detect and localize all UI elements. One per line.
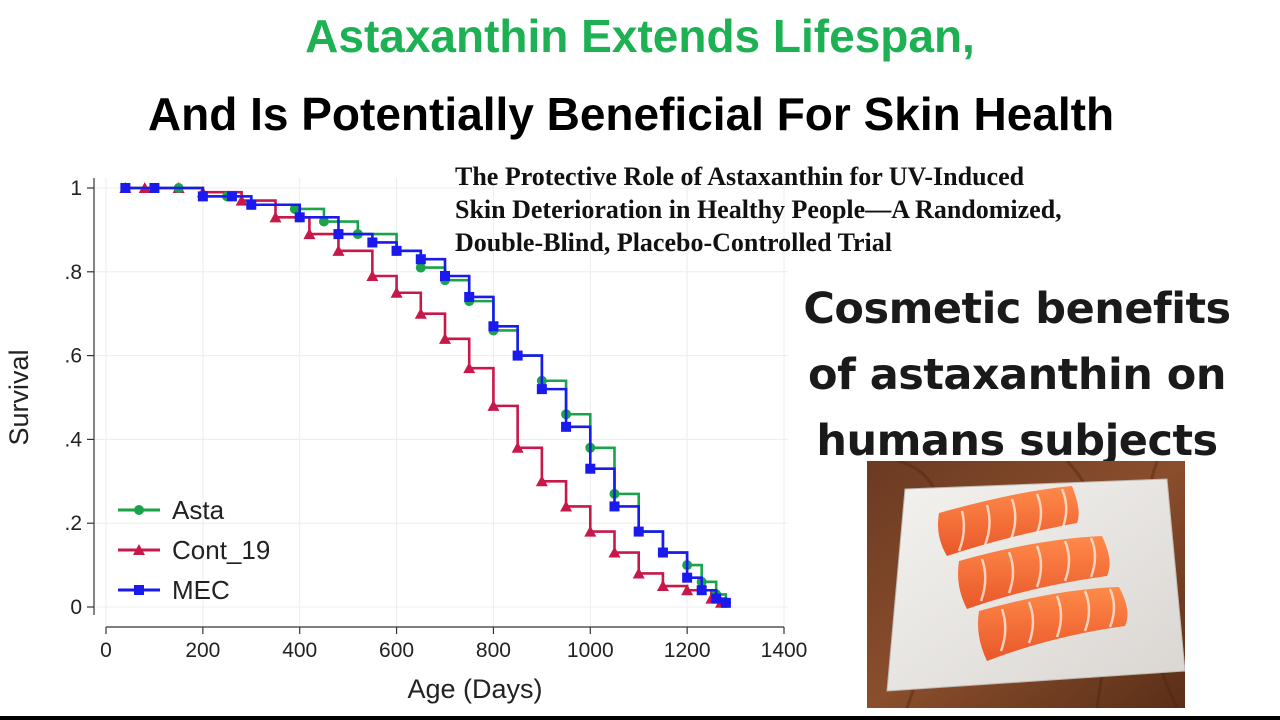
y-axis-label: Survival <box>4 349 34 445</box>
series-layer <box>119 182 731 608</box>
data-point-cont_19 <box>390 286 403 298</box>
paper-title-line1: The Protective Role of Astaxanthin for U… <box>455 162 1025 191</box>
data-point-mec <box>720 597 731 608</box>
legend-item-mec: MEC <box>118 575 230 605</box>
data-point-cont_19 <box>535 475 548 487</box>
paper-title-line3: Double-Blind, Placebo-Controlled Trial <box>455 228 892 257</box>
y-tick-label: 0 <box>70 596 82 619</box>
cosmetic-line2: of astaxanthin on <box>808 350 1226 400</box>
cosmetic-benefits-heading: Cosmetic benefits of astaxanthin on huma… <box>772 276 1262 474</box>
data-point-mec <box>333 229 344 240</box>
survival-chart: 0 .2 .4 .6 .8 1 0 200 400 600 800 1000 1200 1400 Surv… <box>0 148 830 720</box>
data-point-mec <box>609 501 620 512</box>
data-point-mec <box>711 593 722 604</box>
legend-label: Asta <box>172 495 225 525</box>
headline-black: And Is Potentially Beneficial For Skin H… <box>147 88 1115 140</box>
data-point-cont_19 <box>632 567 645 579</box>
salmon-photo-icon <box>867 461 1185 708</box>
y-tick-label: .2 <box>64 512 82 535</box>
data-point-mec <box>657 547 668 558</box>
legend-marker-mec <box>134 585 144 595</box>
legend-label: Cont_19 <box>172 535 270 565</box>
x-tick-label: 1400 <box>761 639 808 662</box>
data-point-cont_19 <box>608 546 621 558</box>
data-point-mec <box>120 183 131 193</box>
data-point-mec <box>226 191 237 202</box>
x-tick-label: 400 <box>282 639 317 662</box>
x-tick-label: 1000 <box>567 639 614 662</box>
x-axis-label: Age (Days) <box>407 674 542 704</box>
data-point-mec <box>294 212 305 223</box>
x-tick-label: 1200 <box>664 639 711 662</box>
data-point-asta <box>415 262 426 273</box>
data-point-cont_19 <box>366 269 379 281</box>
legend: Asta Cont_19 MEC <box>118 495 270 605</box>
salmon-fillet-1 <box>938 486 1079 556</box>
legend-item-asta: Asta <box>118 495 225 525</box>
x-tick-label: 800 <box>476 639 511 662</box>
x-tick-label: 200 <box>185 639 220 662</box>
data-point-cont_19 <box>560 500 573 512</box>
legend-label: MEC <box>172 575 230 605</box>
data-point-cont_19 <box>511 441 524 453</box>
data-point-mec <box>197 191 208 202</box>
data-point-asta <box>318 216 329 227</box>
data-point-mec <box>440 270 450 281</box>
data-point-cont_19 <box>235 194 248 206</box>
data-point-mec <box>561 421 572 432</box>
x-tick-label: 0 <box>100 639 112 662</box>
y-tick-label: .6 <box>64 345 82 368</box>
bottom-border <box>0 716 1280 720</box>
data-point-mec <box>536 384 547 395</box>
data-point-cont_19 <box>269 211 282 223</box>
data-point-mec <box>415 254 426 265</box>
axis-layer: 0 .2 .4 .6 .8 1 0 200 400 600 800 1000 1200 1400 <box>64 177 807 662</box>
salmon-fillet-2 <box>958 536 1110 609</box>
cosmetic-line1: Cosmetic benefits <box>803 284 1231 334</box>
data-point-mec <box>391 245 402 256</box>
salmon-fillet-3 <box>978 587 1128 661</box>
data-point-cont_19 <box>439 332 451 344</box>
data-point-cont_19 <box>303 228 316 240</box>
data-point-cont_19 <box>414 307 427 319</box>
data-point-cont_19 <box>463 362 476 374</box>
paper-title-line2: Skin Deterioration in Healthy People—A R… <box>455 195 1062 224</box>
data-point-mec <box>464 291 475 302</box>
x-tick-label: 600 <box>379 639 414 662</box>
legend-marker-asta <box>134 505 144 515</box>
y-tick-label: 1 <box>70 177 82 200</box>
paper-title: The Protective Role of Astaxanthin for U… <box>455 160 1275 259</box>
y-tick-label: .4 <box>64 428 82 451</box>
data-point-cont_19 <box>487 399 500 411</box>
data-point-cont_19 <box>332 244 345 256</box>
legend-item-cont_19: Cont_19 <box>118 535 270 565</box>
survival-chart-svg: 0 .2 .4 .6 .8 1 0 200 400 600 800 1000 1200 1400 Surv… <box>4 177 807 704</box>
data-point-mec <box>149 183 160 193</box>
data-point-mec <box>246 199 257 210</box>
data-point-cont_19 <box>584 525 597 537</box>
y-tick-label: .8 <box>64 261 82 284</box>
data-point-mec <box>696 585 707 596</box>
data-point-mec <box>585 463 596 474</box>
data-point-mec <box>633 526 644 537</box>
data-point-mec <box>367 237 378 248</box>
data-point-asta <box>289 203 300 214</box>
data-point-cont_19 <box>656 580 669 592</box>
data-point-mec <box>512 350 523 361</box>
series-mec <box>120 183 731 608</box>
legend-marker-cont_19 <box>133 544 145 555</box>
headline-green: Astaxanthin Extends Lifespan, <box>305 10 975 62</box>
data-point-mec <box>488 321 499 332</box>
data-point-cont_19 <box>681 584 694 596</box>
cosmetic-line3: humans subjects <box>816 416 1218 466</box>
data-point-mec <box>682 572 693 583</box>
